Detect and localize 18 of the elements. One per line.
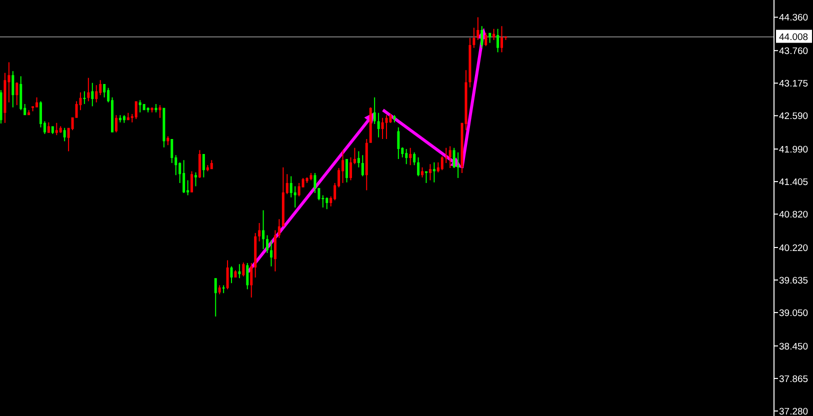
y-tick-label: 43.175: [779, 78, 808, 90]
y-tick-label: 40.820: [779, 209, 808, 220]
y-tick-label: 41.990: [779, 144, 808, 156]
y-tick-label: 44.360: [779, 12, 808, 24]
candlestick: [83, 91, 86, 104]
y-tick-label: 43.760: [779, 46, 808, 57]
y-tick-label: 37.865: [779, 374, 808, 385]
candlestick: [194, 172, 197, 186]
y-tick-label: 41.405: [779, 176, 808, 188]
y-tick-label: 38.450: [779, 341, 808, 352]
y-tick-label: 39.635: [779, 275, 808, 286]
y-tick-label: 39.050: [779, 308, 808, 319]
ref-line-label: 44.008: [779, 32, 808, 44]
y-tick-label: 40.220: [779, 242, 808, 254]
candlestick: [432, 162, 436, 182]
y-tick-label: 42.590: [779, 111, 808, 122]
y-tick-label: 37.280: [779, 406, 808, 416]
candlestick: [456, 152, 460, 178]
